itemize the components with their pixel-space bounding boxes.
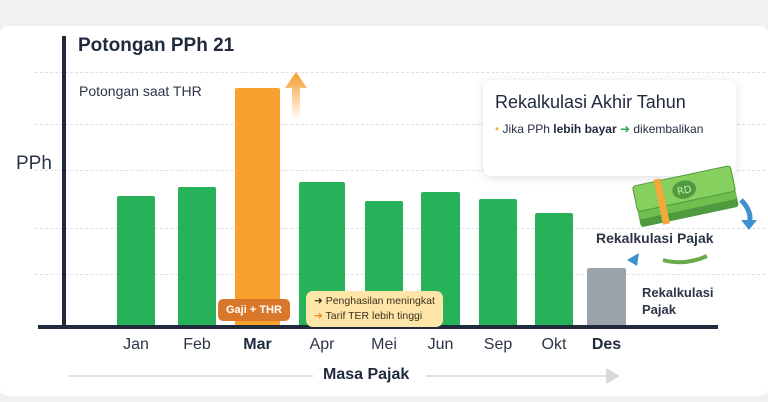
note-line-2: Tarif TER lebih tinggi (325, 310, 423, 322)
note-b: lebih bayar (553, 122, 617, 136)
note-a: Jika PPh (502, 122, 550, 136)
note-c: dikembalikan (633, 122, 704, 136)
bar-jan (117, 196, 155, 326)
x-tick-label: Des (591, 336, 622, 353)
recalc-label-2: Rekalkulasi Pajak (642, 284, 714, 318)
x-tick-label: Feb (183, 336, 211, 353)
x-tick-label: Mei (371, 336, 397, 353)
note-line-1: Penghasilan meningkat (325, 295, 435, 307)
arrow-right-icon: ➜ (314, 310, 326, 322)
axis-line-left (68, 375, 313, 377)
bar-feb (178, 186, 216, 326)
gridline (35, 124, 765, 125)
y-axis (62, 36, 66, 328)
y-axis-label: PPh (16, 153, 52, 174)
x-tick-label: Jan (123, 336, 149, 353)
x-axis-label: Masa Pajak (323, 366, 410, 383)
gaji-thr-badge: Gaji + THR (218, 299, 290, 321)
chart-title: Potongan PPh 21 (78, 35, 235, 56)
box-title: Rekalkulasi Akhir Tahun (495, 92, 686, 112)
recalc-line-b: Pajak (642, 302, 676, 317)
bar-mar (235, 88, 280, 326)
note-box: ➜ Penghasilan meningkat ➜ Tarif TER lebi… (306, 291, 443, 327)
svg-text:RD: RD (676, 184, 693, 198)
curved-arrow-icon (739, 198, 757, 230)
year-end-box: Rekalkulasi Akhir Tahun • Jika PPh lebih… (483, 80, 736, 176)
x-tick-label: Apr (309, 336, 335, 353)
gridline (35, 170, 765, 171)
x-axis (38, 325, 718, 329)
box-note: • Jika PPh lebih bayar ➜ dikembalikan (495, 122, 703, 136)
x-tick-label: Mar (243, 336, 272, 353)
bar-sep (479, 198, 517, 326)
gridline (35, 72, 765, 73)
cycle-arrows-icon (627, 253, 708, 266)
x-tick-label: Okt (541, 336, 567, 353)
arrow-right-icon: ➜ (314, 295, 326, 307)
money-stack-icon: RD (632, 165, 739, 227)
thr-label: Potongan saat THR (79, 83, 202, 99)
recalc-label-1: Rekalkulasi Pajak (596, 230, 714, 246)
bar-des (587, 268, 626, 326)
arrow-right-icon (606, 368, 620, 384)
arrow-right-icon: ➜ (619, 122, 631, 136)
axis-line-right (426, 375, 606, 377)
up-arrow-icon (285, 72, 307, 120)
bullet-icon: • (495, 122, 500, 136)
x-tick-label: Jun (427, 336, 454, 353)
bar-okt (535, 213, 573, 326)
x-tick-label: Sep (483, 336, 513, 353)
recalc-line-a: Rekalkulasi (642, 285, 714, 300)
